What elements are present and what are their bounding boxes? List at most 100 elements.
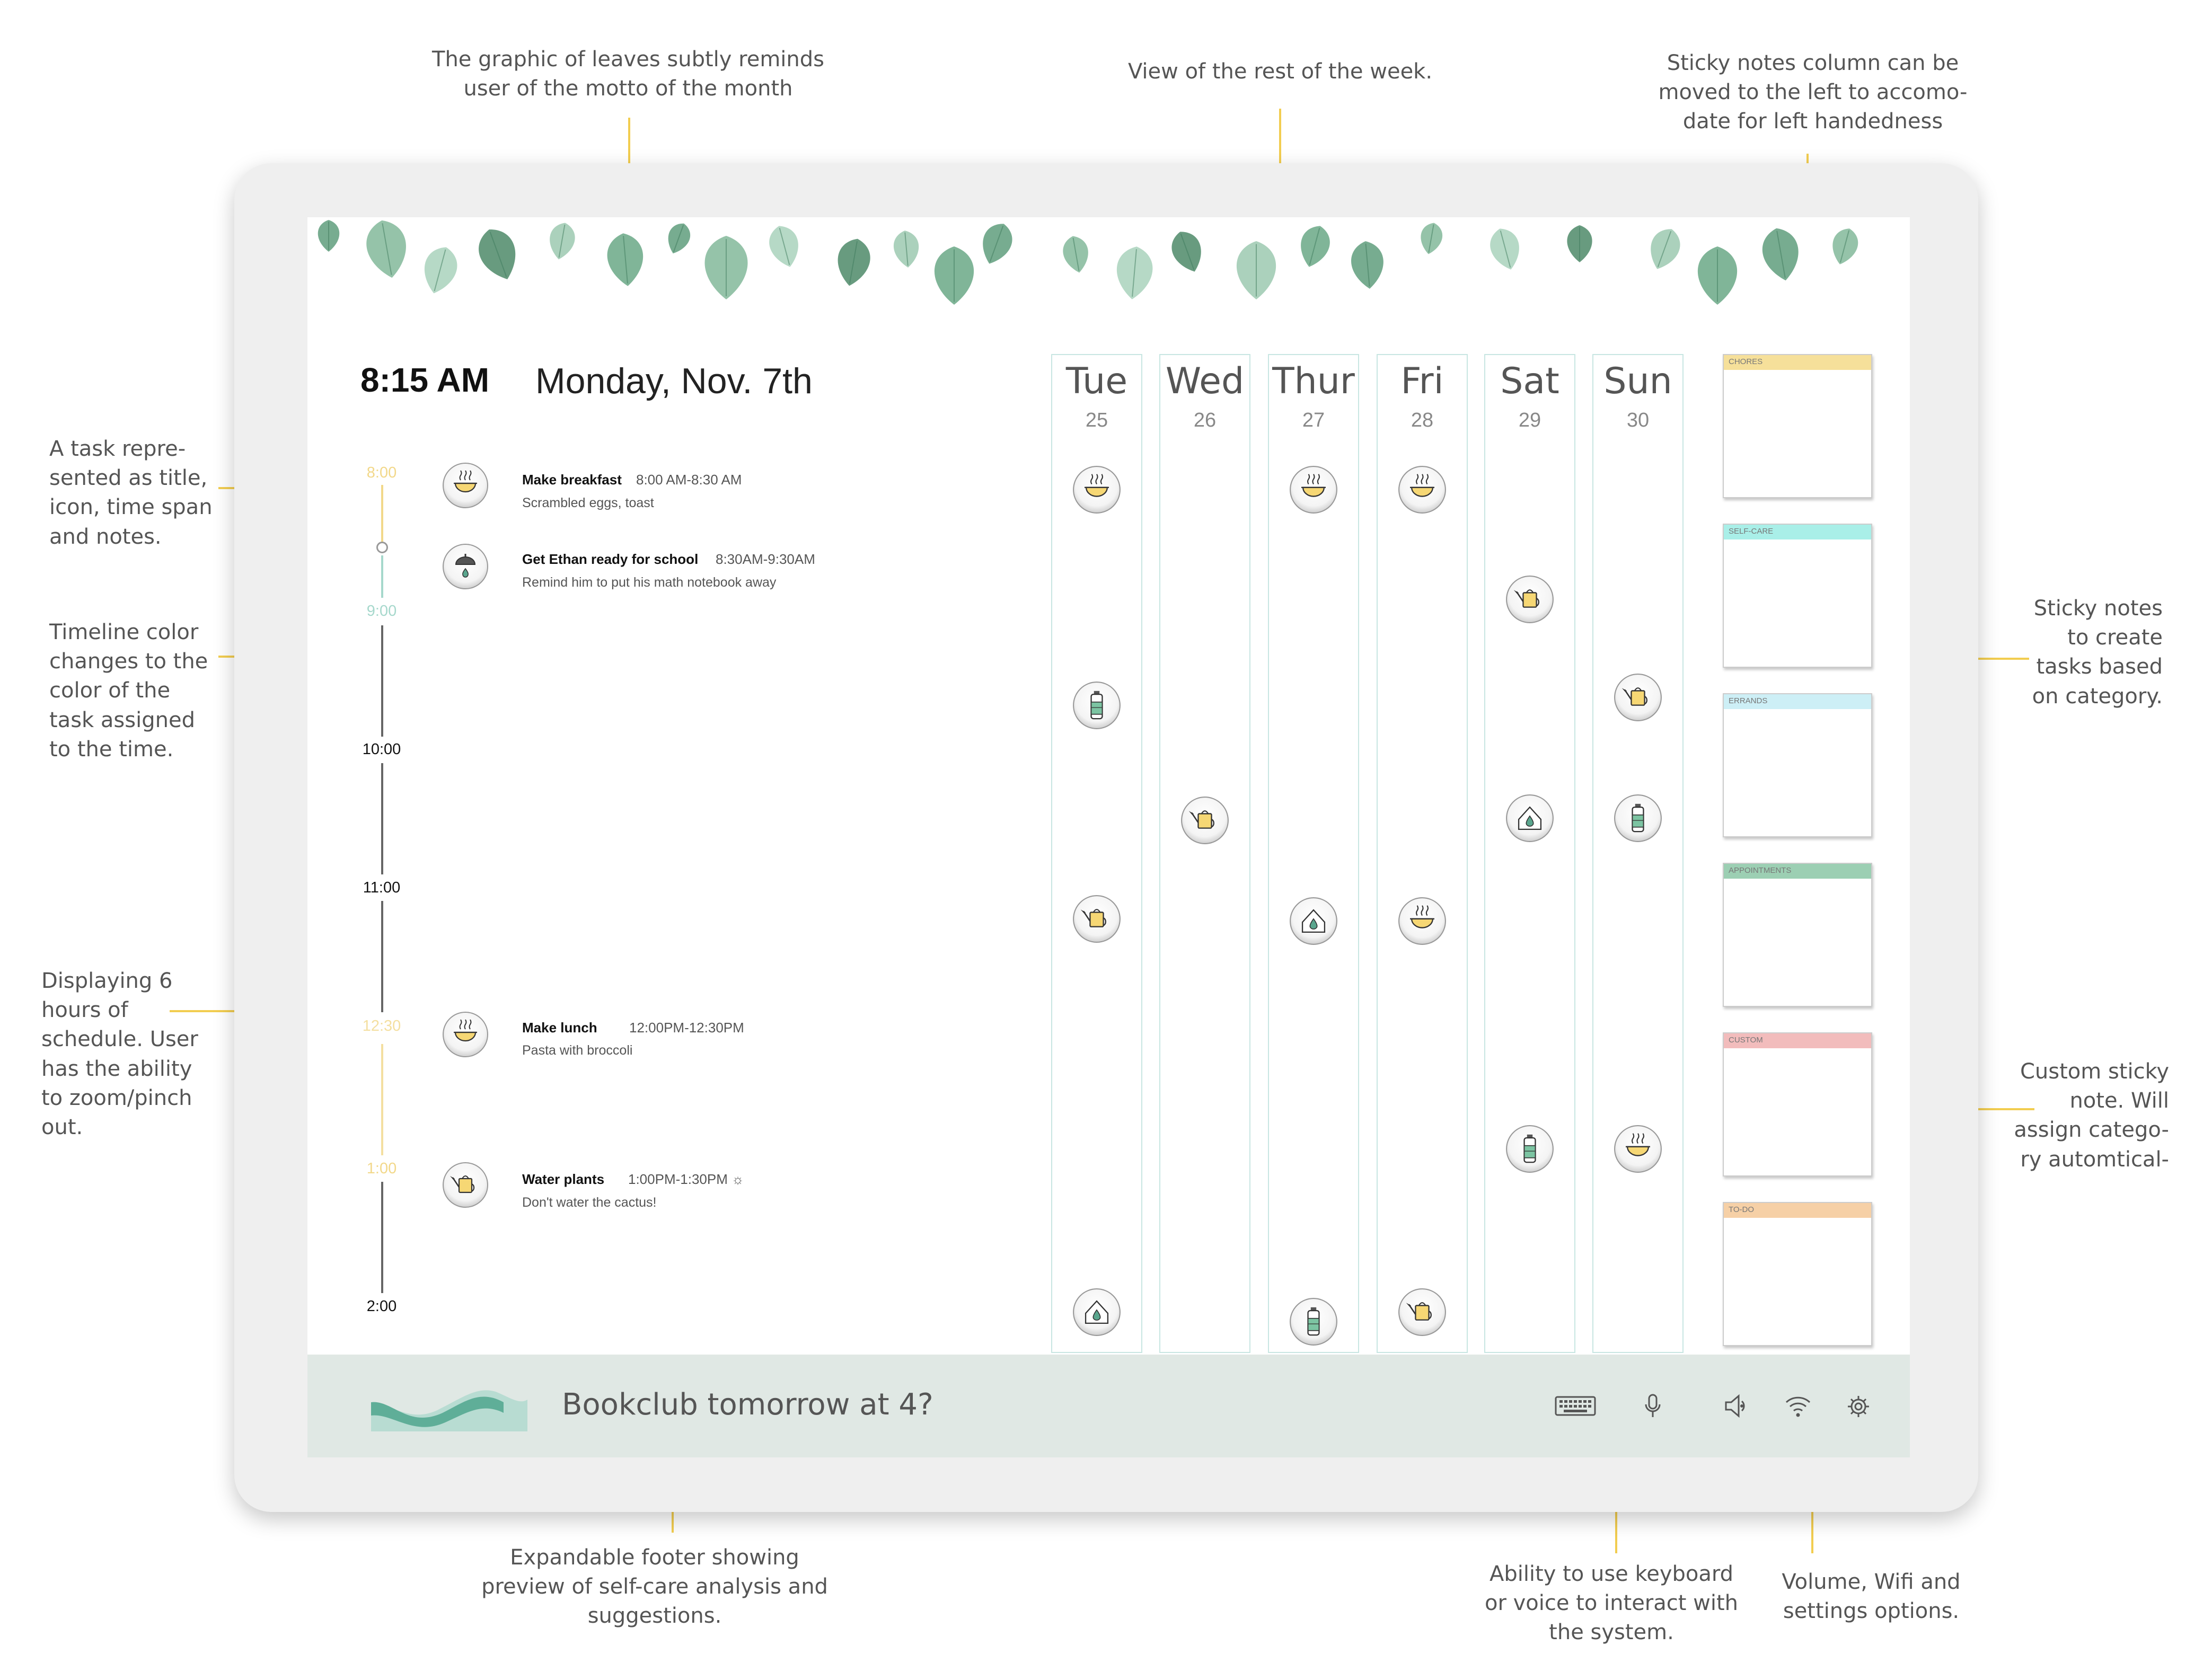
week-day-column-sun[interactable]: Sun 30 bbox=[1592, 354, 1684, 1353]
task-title: Water plants bbox=[522, 1171, 605, 1187]
watering-can-icon[interactable] bbox=[1614, 673, 1662, 722]
settings-icon[interactable] bbox=[1845, 1393, 1872, 1420]
house-drop-icon[interactable] bbox=[1072, 1288, 1121, 1337]
leader-line bbox=[1811, 1476, 1813, 1553]
leaf-vein bbox=[1180, 233, 1195, 270]
task-time: 1:00PM-1:30PM ☼ bbox=[628, 1171, 744, 1187]
leaf-vein bbox=[1365, 243, 1370, 287]
timeline-label: 10:00 bbox=[362, 741, 401, 758]
day-number: 27 bbox=[1302, 409, 1325, 431]
timeline-label: 9:00 bbox=[366, 603, 397, 620]
sticky-label: ERRANDS bbox=[1724, 694, 1871, 709]
microphone-icon[interactable] bbox=[1642, 1393, 1663, 1422]
leaf-shape bbox=[1832, 228, 1858, 264]
timeline-label: 8:00 bbox=[366, 464, 397, 481]
leaf-vein bbox=[382, 223, 392, 275]
watering-can-icon[interactable] bbox=[1072, 895, 1121, 943]
leaf-vein bbox=[1132, 249, 1137, 297]
leaf-shape bbox=[838, 238, 870, 286]
current-time: 8:15 AM bbox=[360, 361, 490, 399]
footer-bar[interactable]: Bookclub tomorrow at 4? bbox=[307, 1355, 1910, 1457]
wifi-icon[interactable] bbox=[1783, 1393, 1813, 1419]
leaf-vein bbox=[1428, 224, 1434, 253]
timeline-segment bbox=[381, 763, 383, 874]
leaf-vein bbox=[434, 249, 446, 291]
water-bottle-icon[interactable] bbox=[1614, 794, 1662, 843]
timeline-label: 11:00 bbox=[363, 879, 401, 896]
timeline-label: 2:00 bbox=[366, 1298, 397, 1315]
annotation-leaves-graphic: The graphic of leaves subtly reminds user… bbox=[432, 47, 824, 101]
sticky-label: SELF-CARE bbox=[1724, 525, 1871, 539]
sticky-label: TO-DO bbox=[1724, 1203, 1871, 1218]
day-number: 28 bbox=[1411, 409, 1434, 431]
week-day-column-wed[interactable]: Wed 26 bbox=[1159, 354, 1250, 1353]
leaf-shape bbox=[769, 226, 798, 267]
house-drop-icon[interactable] bbox=[1289, 897, 1338, 945]
annotation-sticky-create: Sticky notes to create tasks based on categ… bbox=[2032, 596, 2163, 709]
leaf-group bbox=[318, 220, 1858, 305]
watering-can-icon[interactable] bbox=[1398, 1288, 1447, 1337]
soup-bowl-icon bbox=[443, 463, 488, 508]
week-day-column-sat[interactable]: Sat 29 bbox=[1484, 354, 1575, 1353]
task-note: Remind him to put his math notebook away bbox=[522, 575, 777, 590]
timeline-segment bbox=[381, 625, 383, 737]
assistant-message: Bookclub tomorrow at 4? bbox=[562, 1387, 933, 1422]
water-bottle-icon[interactable] bbox=[1072, 681, 1121, 730]
current-date: Monday, Nov. 7th bbox=[535, 361, 813, 401]
annotation-task-representation: A task repre-sented as title, icon, time … bbox=[49, 437, 213, 549]
volume-icon[interactable] bbox=[1723, 1393, 1752, 1419]
day-number: 25 bbox=[1085, 409, 1108, 431]
day-name: Sat bbox=[1500, 360, 1559, 402]
week-day-column-thur[interactable]: Thur 27 bbox=[1268, 354, 1359, 1353]
leaf-vein bbox=[904, 232, 909, 266]
leaf-vein bbox=[849, 241, 858, 284]
leaf-vein bbox=[558, 224, 566, 258]
day-name: Sun bbox=[1603, 360, 1672, 402]
annotation-six-hours: Displaying 6 hours of schedule. User has th… bbox=[41, 969, 198, 1139]
day-number: 29 bbox=[1518, 409, 1541, 431]
week-day-column-tue[interactable]: Tue 25 bbox=[1051, 354, 1142, 1353]
watering-can-icon bbox=[443, 1162, 488, 1208]
timeline-label: 12:30 bbox=[362, 1018, 401, 1034]
soup-bowl-icon[interactable] bbox=[1289, 465, 1338, 514]
water-bottle-icon[interactable] bbox=[1505, 1125, 1554, 1173]
sticky-label: CUSTOM bbox=[1724, 1033, 1871, 1048]
sticky-note-custom[interactable]: CUSTOM bbox=[1723, 1032, 1872, 1177]
watering-can-icon[interactable] bbox=[1180, 796, 1229, 845]
soup-bowl-icon[interactable] bbox=[1398, 465, 1447, 514]
task-title: Get Ethan ready for school bbox=[522, 551, 699, 567]
house-drop-icon[interactable] bbox=[1505, 794, 1554, 843]
day-name: Wed bbox=[1165, 360, 1245, 402]
annotation-sticky-column: Sticky notes column can be moved to the l… bbox=[1658, 51, 1968, 134]
timeline-label: 1:00 bbox=[366, 1160, 397, 1177]
timeline-current-marker[interactable] bbox=[376, 542, 388, 553]
day-name: Fri bbox=[1400, 360, 1444, 402]
sticky-label: CHORES bbox=[1724, 355, 1871, 370]
watering-can-icon[interactable] bbox=[1505, 575, 1554, 624]
leaf-vein bbox=[1309, 227, 1320, 266]
soup-bowl-icon[interactable] bbox=[1398, 897, 1447, 945]
day-name: Tue bbox=[1065, 360, 1128, 402]
annotation-custom-sticky: Custom sticky note. Will assign catego-ry … bbox=[2014, 1059, 2169, 1172]
sticky-note-self-care[interactable]: SELF-CARE bbox=[1723, 524, 1872, 668]
leaf-shape bbox=[1762, 228, 1799, 281]
leaf-shape bbox=[479, 229, 516, 279]
leaf-shape bbox=[983, 224, 1012, 264]
leaf-vein bbox=[1839, 230, 1850, 263]
sticky-note-to-do[interactable]: TO-DO bbox=[1723, 1202, 1872, 1346]
week-day-column-fri[interactable]: Fri 28 bbox=[1377, 354, 1468, 1353]
day-number: 26 bbox=[1193, 409, 1217, 431]
annotation-keyboard-voice: Ability to use keyboard or voice to inter… bbox=[1484, 1562, 1739, 1645]
shower-icon bbox=[443, 544, 488, 589]
water-bottle-icon[interactable] bbox=[1289, 1297, 1338, 1346]
leaf-shape bbox=[366, 220, 406, 278]
soup-bowl-icon[interactable] bbox=[1072, 465, 1121, 514]
sticky-note-chores[interactable]: CHORES bbox=[1723, 354, 1872, 498]
sticky-note-appointments[interactable]: APPOINTMENTS bbox=[1723, 863, 1872, 1007]
self-care-wave-graphic bbox=[371, 1390, 527, 1431]
keyboard-icon[interactable] bbox=[1554, 1393, 1597, 1419]
leaf-vein bbox=[489, 232, 507, 277]
leaf-shape bbox=[1171, 232, 1201, 272]
soup-bowl-icon[interactable] bbox=[1614, 1125, 1662, 1173]
sticky-note-errands[interactable]: ERRANDS bbox=[1723, 693, 1872, 837]
